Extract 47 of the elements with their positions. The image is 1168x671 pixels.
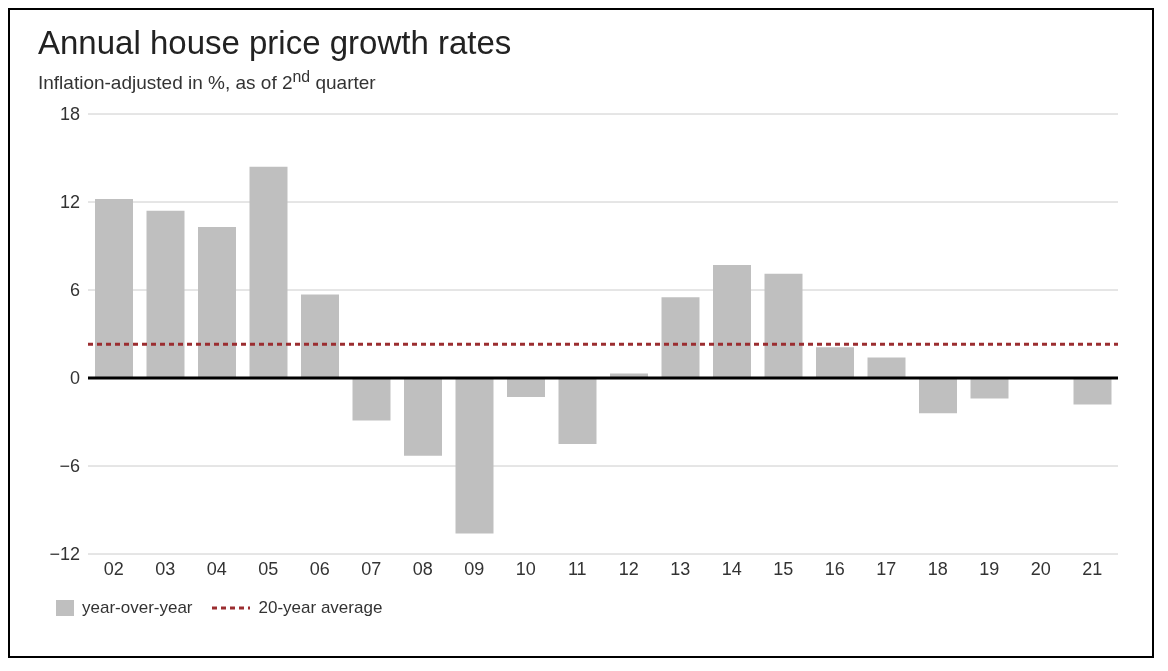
legend-label: year-over-year: [82, 598, 193, 619]
bar: [198, 227, 236, 379]
x-tick-label: 10: [515, 559, 536, 580]
y-tick-label: −12: [49, 544, 80, 565]
bar: [1073, 378, 1112, 405]
y-tick-label: 12: [59, 192, 80, 213]
x-tick-label: 04: [206, 559, 227, 580]
x-tick-label: 15: [773, 559, 794, 580]
y-tick-label: 0: [69, 368, 80, 389]
x-tick-label: 19: [979, 559, 1000, 580]
x-tick-label: 08: [412, 559, 433, 580]
x-tick-label: 12: [618, 559, 639, 580]
y-tick-label: 18: [59, 104, 80, 125]
bar: [146, 211, 185, 379]
x-tick-label: 21: [1082, 559, 1103, 580]
chart-subtitle: Inflation-adjusted in %, as of 2$^{nd}$ quarter: [38, 68, 377, 95]
x-tick-label: 09: [464, 559, 485, 580]
x-tick-label: 06: [309, 559, 330, 580]
x-tick-label: 11: [567, 559, 587, 580]
bar: [95, 199, 133, 379]
legend-label: 20-year average: [258, 598, 383, 619]
x-tick-label: 16: [824, 559, 845, 580]
bar: [301, 294, 339, 379]
bar: [352, 378, 391, 421]
x-tick-label: 17: [876, 559, 897, 580]
x-tick-label: 20: [1030, 559, 1051, 580]
x-tick-label: 03: [155, 559, 176, 580]
bar: [404, 378, 442, 457]
bar: [816, 347, 854, 379]
y-tick-label: 6: [69, 280, 80, 301]
bar: [970, 378, 1009, 399]
chart-title: Annual house price growth rates: [38, 24, 513, 62]
x-tick-label: 02: [103, 559, 124, 580]
bar: [249, 167, 288, 379]
x-tick-label: 14: [721, 559, 742, 580]
bar: [558, 378, 597, 445]
y-tick-label: −6: [59, 456, 80, 477]
bar: [455, 378, 494, 534]
bar: [867, 357, 906, 379]
bar: [661, 297, 700, 379]
bar: [919, 378, 957, 414]
bar: [764, 274, 803, 379]
x-tick-label: 05: [258, 559, 279, 580]
x-tick-label: 07: [361, 559, 382, 580]
bar: [713, 265, 751, 379]
x-tick-label: 18: [927, 559, 948, 580]
x-tick-label: 13: [670, 559, 691, 580]
